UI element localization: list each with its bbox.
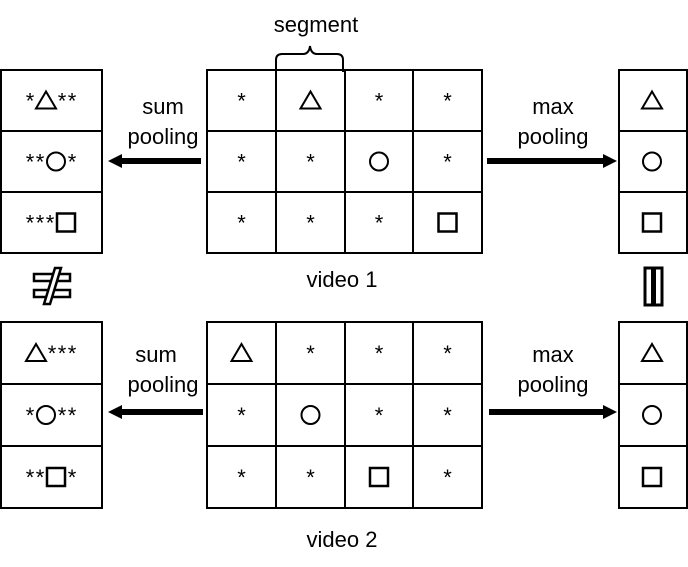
- sum-result-star: *: [58, 89, 67, 114]
- grid-cell-square: [437, 212, 458, 233]
- sum-result-star: *: [68, 89, 77, 114]
- max-result-circle: [642, 151, 662, 172]
- sum-result-star: *: [26, 465, 35, 490]
- max-pooling-arrow-1: [487, 154, 617, 168]
- grid-cell-star: *: [237, 150, 246, 175]
- sum-result-star: *: [68, 150, 77, 175]
- grid-cell-star: *: [306, 211, 315, 236]
- sum-result-star: *: [36, 465, 45, 490]
- max-result-border: [618, 321, 688, 509]
- sum-result-border: [0, 321, 103, 509]
- video-2-group: * * ** * ** * * * * ** * ** * * sum pooling max pool…: [0, 321, 688, 552]
- sum-pooling-label-2a: sum: [135, 342, 177, 367]
- sum-pooling-arrow-2: [108, 405, 203, 419]
- sum-result-triangle: [24, 342, 48, 362]
- sum-result-star: *: [68, 403, 77, 428]
- grid-cell-star: *: [306, 465, 315, 490]
- grid-cell-star: *: [237, 211, 246, 236]
- segment-brace: [275, 45, 344, 72]
- max-pooling-label-2b: pooling: [518, 372, 589, 397]
- video-2-sum-result: * * ** * ** * *: [0, 321, 103, 509]
- sum-result-square: [55, 212, 77, 233]
- max-result-square: [641, 466, 663, 488]
- max-pooling-label-1b: pooling: [518, 124, 589, 149]
- sum-result-star: *: [26, 150, 35, 175]
- equal-icon: [643, 266, 664, 307]
- grid-cell-square: [368, 466, 390, 488]
- sum-pooling-label-2b: pooling: [128, 372, 199, 397]
- segment-label: segment: [274, 12, 358, 37]
- max-pooling-label-1a: max: [532, 94, 574, 119]
- grid-cell-star: *: [443, 403, 452, 428]
- sum-result-star: *: [68, 465, 77, 490]
- grid-cell-star: *: [306, 150, 315, 175]
- sum-result-star: *: [48, 341, 57, 366]
- sum-result-circle: [36, 405, 56, 425]
- sum-pooling-label-1a: sum: [142, 94, 184, 119]
- sum-pooling-arrow-1: [108, 154, 201, 168]
- grid-cell-star: *: [443, 341, 452, 366]
- grid-cell-star: *: [443, 465, 452, 490]
- grid-cell-triangle: [229, 342, 254, 362]
- sum-result-star: *: [36, 150, 45, 175]
- sum-result-square: [45, 466, 67, 488]
- sum-result-star: *: [26, 89, 35, 114]
- sum-result-star: *: [58, 403, 67, 428]
- sum-result-border: [0, 69, 103, 254]
- grid-cell-star: *: [375, 403, 384, 428]
- sum-result-star: *: [46, 211, 55, 236]
- sum-result-triangle: [34, 89, 58, 110]
- max-result-triangle: [640, 342, 664, 362]
- video-1-max-result: [618, 69, 688, 254]
- video-1-grid: * * * * * * * * *: [206, 69, 483, 254]
- video-1-group: * * ** * ** * * * * ** * ** * * sum pooling max pool…: [0, 69, 688, 292]
- sum-result-star: *: [26, 211, 35, 236]
- sum-pooling-label-1b: pooling: [128, 124, 199, 149]
- sum-result-star: *: [68, 341, 77, 366]
- sum-result-star: *: [58, 341, 67, 366]
- max-result-triangle: [640, 89, 664, 110]
- grid-cell-star: *: [443, 150, 452, 175]
- video-2-label: video 2: [307, 527, 378, 552]
- grid-cell-star: *: [375, 211, 384, 236]
- grid-cell-star: *: [237, 465, 246, 490]
- grid-cell-star: *: [375, 89, 384, 114]
- sum-result-circle: [46, 151, 66, 172]
- grid-cell-star: *: [375, 341, 384, 366]
- max-pooling-label-2a: max: [532, 342, 574, 367]
- grid-cell-triangle: [298, 89, 323, 110]
- video-1-label: video 1: [307, 267, 378, 292]
- video-2-max-result: [618, 321, 688, 509]
- grid-cell-star: *: [237, 89, 246, 114]
- video-1-sum-result: * * ** * ** * *: [0, 69, 103, 254]
- not-equal-icon: [32, 266, 72, 306]
- grid-cell-star: *: [237, 403, 246, 428]
- sum-result-star: *: [36, 211, 45, 236]
- max-pooling-arrow-2: [489, 405, 617, 419]
- max-result-square: [641, 212, 663, 233]
- grid-cell-star: *: [306, 341, 315, 366]
- max-result-circle: [642, 405, 662, 425]
- sum-result-star: *: [26, 403, 35, 428]
- grid-cell-circle: [369, 151, 389, 172]
- max-result-border: [618, 69, 688, 254]
- video-2-grid: * * * * * * * * *: [206, 321, 483, 509]
- grid-cell-star: *: [443, 89, 452, 114]
- grid-cell-circle: [300, 405, 321, 425]
